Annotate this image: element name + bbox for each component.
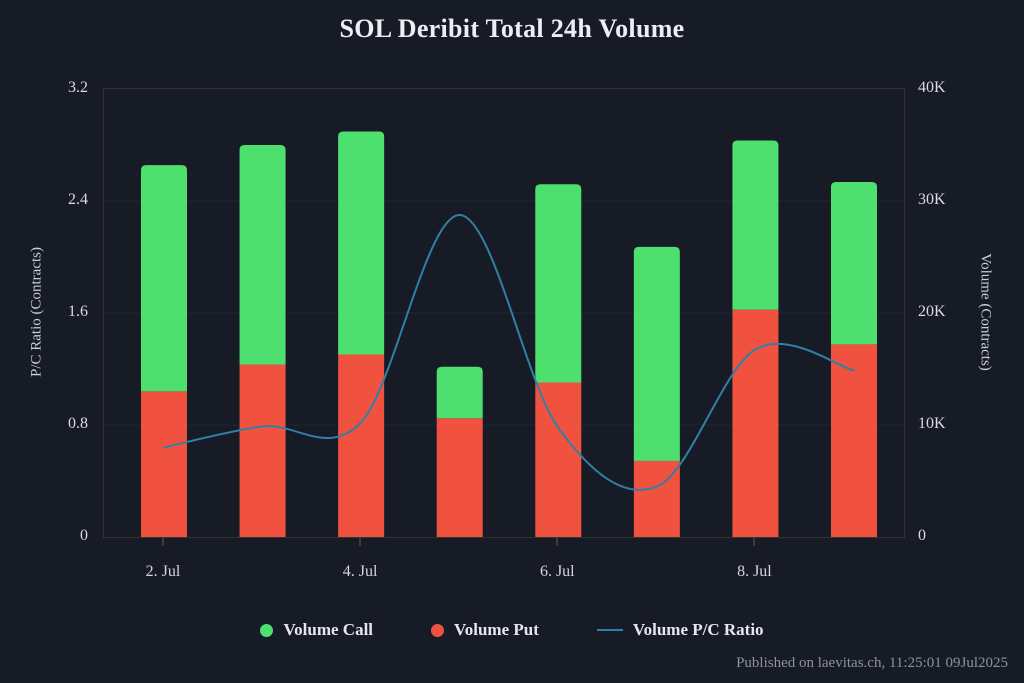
x-tick-label: 6. Jul xyxy=(539,563,575,580)
y-left-tick-label: 0 xyxy=(80,527,88,544)
bar-call-8. Jul[interactable] xyxy=(732,140,779,310)
published-footer: Published on laevitas.ch, 11:25:01 09Jul… xyxy=(736,655,1008,671)
y-right-tick-label: 40K xyxy=(918,79,946,96)
x-tick-label: 2. Jul xyxy=(145,563,181,580)
bar-call-6. Jul[interactable] xyxy=(535,184,582,383)
volume-call-marker-icon xyxy=(260,623,274,637)
bar-call-2. Jul[interactable] xyxy=(141,165,187,392)
y-right-tick-label: 30K xyxy=(918,191,946,208)
y-left-tick-label: 2.4 xyxy=(68,191,88,208)
legend-label-volume-call: Volume Call xyxy=(283,620,374,639)
legend-item-volume-put[interactable]: Volume Put xyxy=(431,620,539,640)
bar-put-3. Jul[interactable] xyxy=(239,364,286,537)
bar-put-8. Jul[interactable] xyxy=(732,309,779,537)
bar-call-5. Jul[interactable] xyxy=(436,366,483,419)
x-tick-label: 4. Jul xyxy=(342,563,378,580)
bar-put-2. Jul[interactable] xyxy=(141,391,187,537)
bar-put-5. Jul[interactable] xyxy=(436,418,483,537)
x-tick-mark xyxy=(556,537,559,546)
bar-put-4. Jul[interactable] xyxy=(338,354,385,537)
x-tick-mark xyxy=(359,537,362,546)
chart-canvas[interactable] xyxy=(104,89,904,537)
y-left-tick-label: 0.8 xyxy=(68,415,88,432)
volume-put-marker-icon xyxy=(431,623,445,637)
y-right-tick-label: 20K xyxy=(918,303,946,320)
y-left-tick-label: 3.2 xyxy=(68,79,88,96)
bar-put-9. Jul[interactable] xyxy=(831,344,877,537)
y-right-tick-label: 10K xyxy=(918,415,946,432)
chart-title: SOL Deribit Total 24h Volume xyxy=(339,14,685,43)
x-tick-mark xyxy=(162,537,164,546)
legend-item-volume-call[interactable]: Volume Call xyxy=(260,620,373,640)
pc-ratio-line[interactable] xyxy=(163,213,855,491)
legend: Volume Call Volume Put Volume P/C Ratio xyxy=(0,620,1024,640)
legend-label-volume-put: Volume Put xyxy=(454,620,539,639)
x-tick-mark xyxy=(753,537,756,546)
bar-put-6. Jul[interactable] xyxy=(535,382,582,537)
x-tick-label: 8. Jul xyxy=(737,563,772,580)
volume-pc-ratio-marker-icon xyxy=(596,629,623,631)
legend-item-volume-pc-ratio[interactable]: Volume P/C Ratio xyxy=(596,620,764,640)
y-left-tick-label: 1.6 xyxy=(68,303,88,320)
y-right-tick-label: 0 xyxy=(918,527,926,544)
y-right-axis-title: Volume (Contracts) xyxy=(977,253,994,371)
plot-area[interactable] xyxy=(103,88,905,538)
bar-call-4. Jul[interactable] xyxy=(338,131,385,355)
bar-call-9. Jul[interactable] xyxy=(831,181,877,345)
bar-call-7. Jul[interactable] xyxy=(633,246,680,461)
bar-call-3. Jul[interactable] xyxy=(239,145,286,365)
legend-label-volume-pc-ratio: Volume P/C Ratio xyxy=(632,620,764,639)
